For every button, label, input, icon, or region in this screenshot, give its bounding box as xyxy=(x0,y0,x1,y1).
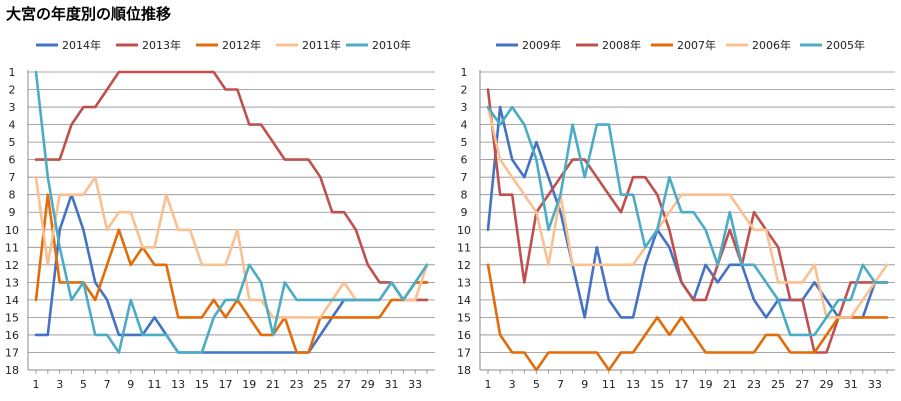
series-line-2010年 xyxy=(34,70,429,354)
y-tick-label: 12 xyxy=(5,259,19,272)
y-tick-label: 6 xyxy=(9,154,16,167)
x-tick-label: 21 xyxy=(723,378,737,391)
x-tick-label: 7 xyxy=(104,378,111,391)
legend-label: 2011年 xyxy=(302,38,341,52)
x-tick-label: 19 xyxy=(242,378,256,391)
y-tick-label: 17 xyxy=(5,346,19,359)
x-tick-label: 33 xyxy=(408,378,422,391)
x-tick-label: 9 xyxy=(127,378,134,391)
y-tick-label: 15 xyxy=(5,311,19,324)
y-tick-label: 12 xyxy=(457,259,471,272)
x-tick-label: 29 xyxy=(361,378,375,391)
series-line-2012年 xyxy=(34,193,429,354)
y-tick-label: 5 xyxy=(461,136,468,149)
y-tick-label: 16 xyxy=(457,329,471,342)
x-tick-label: 3 xyxy=(509,378,516,391)
x-tick-label: 29 xyxy=(820,378,834,391)
y-tick-label: 15 xyxy=(457,311,471,324)
y-tick-label: 1 xyxy=(461,66,468,79)
x-tick-label: 15 xyxy=(195,378,209,391)
legend-label: 2005年 xyxy=(826,38,865,52)
series-line-2007年 xyxy=(486,263,889,372)
x-tick-label: 17 xyxy=(674,378,688,391)
y-tick-label: 17 xyxy=(457,346,471,359)
series-line-2013年 xyxy=(34,70,429,302)
y-tick-label: 1 xyxy=(9,66,16,79)
legend-label: 2014年 xyxy=(62,38,101,52)
y-tick-label: 16 xyxy=(5,329,19,342)
y-tick-label: 13 xyxy=(457,276,471,289)
x-tick-label: 9 xyxy=(581,378,588,391)
series-line-2008年 xyxy=(486,88,889,354)
y-tick-label: 13 xyxy=(5,276,19,289)
legend-label: 2010年 xyxy=(372,38,411,52)
x-tick-label: 3 xyxy=(56,378,63,391)
x-tick-label: 19 xyxy=(699,378,713,391)
y-tick-label: 5 xyxy=(9,136,16,149)
x-tick-label: 1 xyxy=(33,378,40,391)
y-tick-label: 14 xyxy=(457,294,471,307)
legend-label: 2006年 xyxy=(752,38,791,52)
x-tick-label: 23 xyxy=(747,378,761,391)
y-tick-label: 14 xyxy=(5,294,19,307)
x-tick-label: 31 xyxy=(384,378,398,391)
y-tick-label: 7 xyxy=(9,171,16,184)
legend-label: 2012年 xyxy=(222,38,261,52)
y-tick-label: 3 xyxy=(461,101,468,114)
x-tick-label: 5 xyxy=(80,378,87,391)
y-tick-label: 6 xyxy=(461,154,468,167)
x-tick-label: 15 xyxy=(650,378,664,391)
x-tick-label: 11 xyxy=(147,378,161,391)
y-tick-label: 10 xyxy=(5,224,19,237)
x-tick-label: 17 xyxy=(219,378,233,391)
y-tick-label: 18 xyxy=(457,364,471,377)
x-tick-label: 31 xyxy=(844,378,858,391)
x-tick-label: 11 xyxy=(602,378,616,391)
x-tick-label: 27 xyxy=(337,378,351,391)
x-tick-label: 7 xyxy=(557,378,564,391)
y-tick-label: 11 xyxy=(5,241,19,254)
y-tick-label: 4 xyxy=(461,119,468,132)
x-tick-label: 25 xyxy=(313,378,327,391)
y-tick-label: 9 xyxy=(9,206,16,219)
y-tick-label: 10 xyxy=(457,224,471,237)
legend-label: 2009年 xyxy=(522,38,561,52)
y-tick-label: 9 xyxy=(461,206,468,219)
x-tick-label: 5 xyxy=(533,378,540,391)
x-tick-label: 25 xyxy=(771,378,785,391)
x-tick-label: 33 xyxy=(868,378,882,391)
x-tick-label: 21 xyxy=(266,378,280,391)
y-tick-label: 3 xyxy=(9,101,16,114)
y-tick-label: 2 xyxy=(9,84,16,97)
x-tick-label: 27 xyxy=(795,378,809,391)
x-tick-label: 1 xyxy=(485,378,492,391)
series-line-2005年 xyxy=(486,105,889,337)
x-tick-label: 13 xyxy=(171,378,185,391)
y-tick-label: 11 xyxy=(457,241,471,254)
y-tick-label: 4 xyxy=(9,119,16,132)
y-tick-label: 2 xyxy=(461,84,468,97)
y-tick-label: 18 xyxy=(5,364,19,377)
y-tick-label: 7 xyxy=(461,171,468,184)
legend-label: 2013年 xyxy=(142,38,181,52)
legend-label: 2007年 xyxy=(677,38,716,52)
y-tick-label: 8 xyxy=(461,189,468,202)
x-tick-label: 13 xyxy=(626,378,640,391)
y-tick-label: 8 xyxy=(9,189,16,202)
legend-label: 2008年 xyxy=(602,38,641,52)
series-line-2006年 xyxy=(486,105,889,319)
x-tick-label: 23 xyxy=(290,378,304,391)
page-title: 大宮の年度別の順位推移 xyxy=(6,5,172,23)
